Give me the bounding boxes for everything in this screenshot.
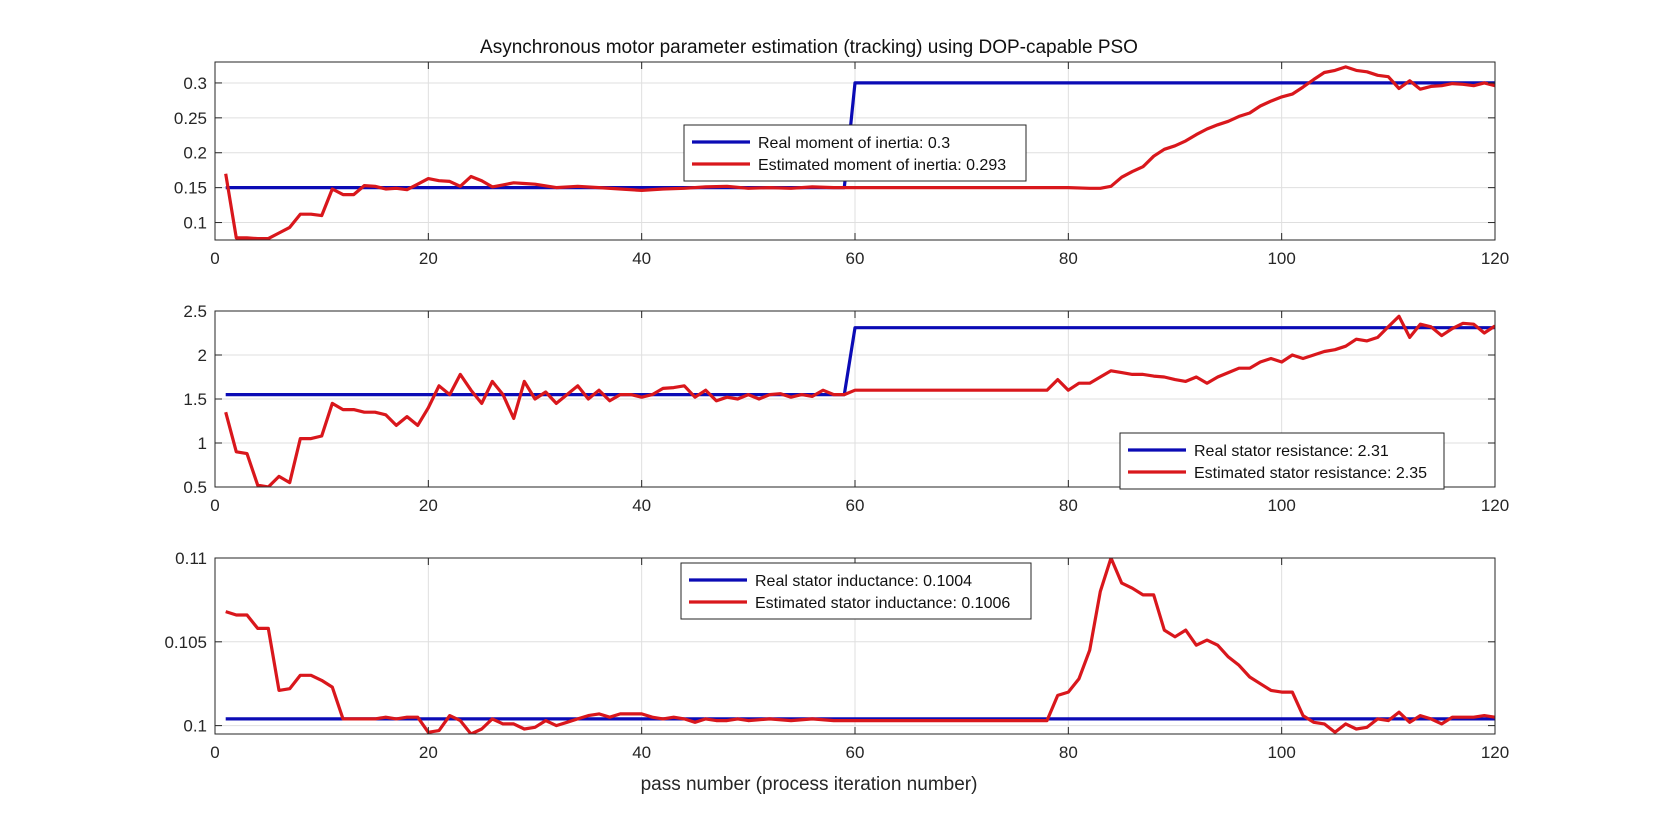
y-tick-label: 0.105 (164, 633, 207, 652)
x-tick-label: 120 (1481, 249, 1509, 268)
legend-label-real: Real stator inductance: 0.1004 (755, 573, 972, 590)
subplot-stator-resistance: 0 20 40 60 80 100 120 0.5 1 1.5 2 2.5 Real stator re… (183, 302, 1509, 515)
x-tick-label: 100 (1267, 249, 1295, 268)
legend: Real stator inductance: 0.1004 Estimated … (680, 562, 1032, 620)
x-tick-label: 0 (210, 249, 219, 268)
legend-label-estimated: Estimated moment of inertia: 0.293 (758, 157, 1006, 174)
subplot-moment-of-inertia: 0 20 40 60 80 100 120 0.1 0.15 0.2 0.25 0.3 Real mom… (174, 61, 1509, 268)
legend-label-estimated: Estimated stator inductance: 0.1006 (755, 595, 1010, 612)
y-tick-label: 2 (198, 346, 207, 365)
x-tick-label: 40 (632, 496, 651, 515)
x-tick-label: 0 (210, 743, 219, 762)
legend: Real moment of inertia: 0.3 Estimated mom… (683, 124, 1027, 182)
legend-label-estimated: Estimated stator resistance: 2.35 (1194, 465, 1427, 482)
x-tick-label: 40 (632, 743, 651, 762)
y-tick-label: 0.5 (183, 478, 207, 497)
x-tick-label: 60 (846, 249, 865, 268)
x-tick-label: 20 (419, 496, 438, 515)
y-tick-label: 0.1 (183, 214, 207, 233)
x-tick-label: 60 (846, 496, 865, 515)
legend-label-real: Real stator resistance: 2.31 (1194, 443, 1389, 460)
series-line-estimated (224, 314, 1495, 487)
y-tick-label: 0.11 (175, 549, 207, 568)
x-tick-label: 20 (419, 743, 438, 762)
x-tick-label: 80 (1059, 496, 1078, 515)
y-tick-label: 1 (198, 434, 207, 453)
x-tick-label: 80 (1059, 743, 1078, 762)
legend-box (683, 124, 1027, 182)
y-tick-label: 1.5 (183, 390, 207, 409)
legend-box (680, 562, 1032, 620)
y-tick-label: 0.1 (183, 717, 207, 736)
x-tick-label: 20 (419, 249, 438, 268)
series-line-estimated (225, 558, 1495, 734)
y-tick-label: 0.2 (183, 144, 207, 163)
y-tick-label: 0.25 (174, 109, 207, 128)
x-tick-label: 100 (1267, 496, 1295, 515)
x-tick-label: 120 (1481, 496, 1509, 515)
x-tick-label: 40 (632, 249, 651, 268)
y-tick-label: 2.5 (183, 302, 207, 321)
y-tick-label: 0.3 (183, 74, 207, 93)
series-line-estimated (224, 65, 1495, 240)
x-tick-label: 80 (1059, 249, 1078, 268)
x-tick-label: 0 (210, 496, 219, 515)
x-tick-label: 60 (846, 743, 865, 762)
x-tick-label: 100 (1267, 743, 1295, 762)
series-line-real (225, 326, 1495, 397)
figure-title: Asynchronous motor parameter estimation … (480, 37, 1138, 58)
x-axis-label: pass number (process iteration number) (641, 774, 978, 795)
legend: Real stator resistance: 2.31 Estimated st… (1119, 432, 1445, 490)
legend-box (1119, 432, 1445, 490)
x-tick-label: 120 (1481, 743, 1509, 762)
y-tick-label: 0.15 (174, 179, 207, 198)
legend-label-real: Real moment of inertia: 0.3 (758, 135, 950, 152)
subplot-stator-inductance: 0 20 40 60 80 100 120 0.1 0.105 0.11 Real stator i… (164, 549, 1509, 762)
